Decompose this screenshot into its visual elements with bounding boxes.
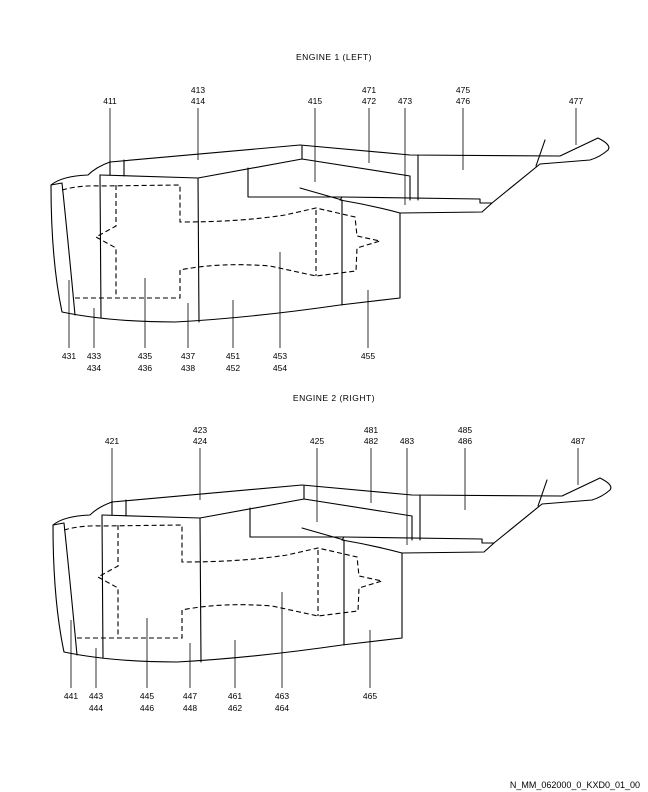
e2-label-487: 487 <box>571 436 585 446</box>
e2-label-464: 464 <box>275 703 289 713</box>
e2-label-447: 447 <box>183 691 197 701</box>
e2-label-423: 423 <box>193 425 207 435</box>
e1-label-476: 476 <box>456 96 470 106</box>
e2-label-448: 448 <box>183 703 197 713</box>
e1-label-415: 415 <box>308 96 322 106</box>
e1-label-453: 453 <box>273 351 287 361</box>
e1-label-452: 452 <box>226 363 240 373</box>
e1-label-471: 471 <box>362 85 376 95</box>
e2-label-444: 444 <box>89 703 103 713</box>
e2-label-421: 421 <box>105 436 119 446</box>
e1-label-433: 433 <box>87 351 101 361</box>
e2-label-462: 462 <box>228 703 242 713</box>
e2-label-463: 463 <box>275 691 289 701</box>
e1-label-436: 436 <box>138 363 152 373</box>
e1-label-437: 437 <box>181 351 195 361</box>
e1-label-473: 473 <box>398 96 412 106</box>
engine1-nacelle <box>50 137 610 323</box>
e2-label-486: 486 <box>458 436 472 446</box>
e1-label-455: 455 <box>361 351 375 361</box>
e2-label-441: 441 <box>64 691 78 701</box>
e1-label-414: 414 <box>191 96 205 106</box>
engine1-title: ENGINE 1 (LEFT) <box>296 52 372 62</box>
e2-label-461: 461 <box>228 691 242 701</box>
e1-label-438: 438 <box>181 363 195 373</box>
e2-label-482: 482 <box>364 436 378 446</box>
e1-label-475: 475 <box>456 85 470 95</box>
e1-label-454: 454 <box>273 363 287 373</box>
e2-label-465: 465 <box>363 691 377 701</box>
e2-label-445: 445 <box>140 691 154 701</box>
e2-label-481: 481 <box>364 425 378 435</box>
e1-label-434: 434 <box>87 363 101 373</box>
e1-label-451: 451 <box>226 351 240 361</box>
e2-label-446: 446 <box>140 703 154 713</box>
e2-label-443: 443 <box>89 691 103 701</box>
e1-label-411: 411 <box>103 96 117 106</box>
figure-reference: N_MM_062000_0_KXD0_01_00 <box>510 780 640 790</box>
e2-label-424: 424 <box>193 436 207 446</box>
e2-label-425: 425 <box>310 436 324 446</box>
e2-label-483: 483 <box>400 436 414 446</box>
e1-label-477: 477 <box>569 96 583 106</box>
e1-label-431: 431 <box>62 351 76 361</box>
e1-label-435: 435 <box>138 351 152 361</box>
engine2-nacelle <box>52 477 612 663</box>
e1-label-472: 472 <box>362 96 376 106</box>
e1-label-413: 413 <box>191 85 205 95</box>
e2-label-485: 485 <box>458 425 472 435</box>
engine2-title: ENGINE 2 (RIGHT) <box>293 393 375 403</box>
